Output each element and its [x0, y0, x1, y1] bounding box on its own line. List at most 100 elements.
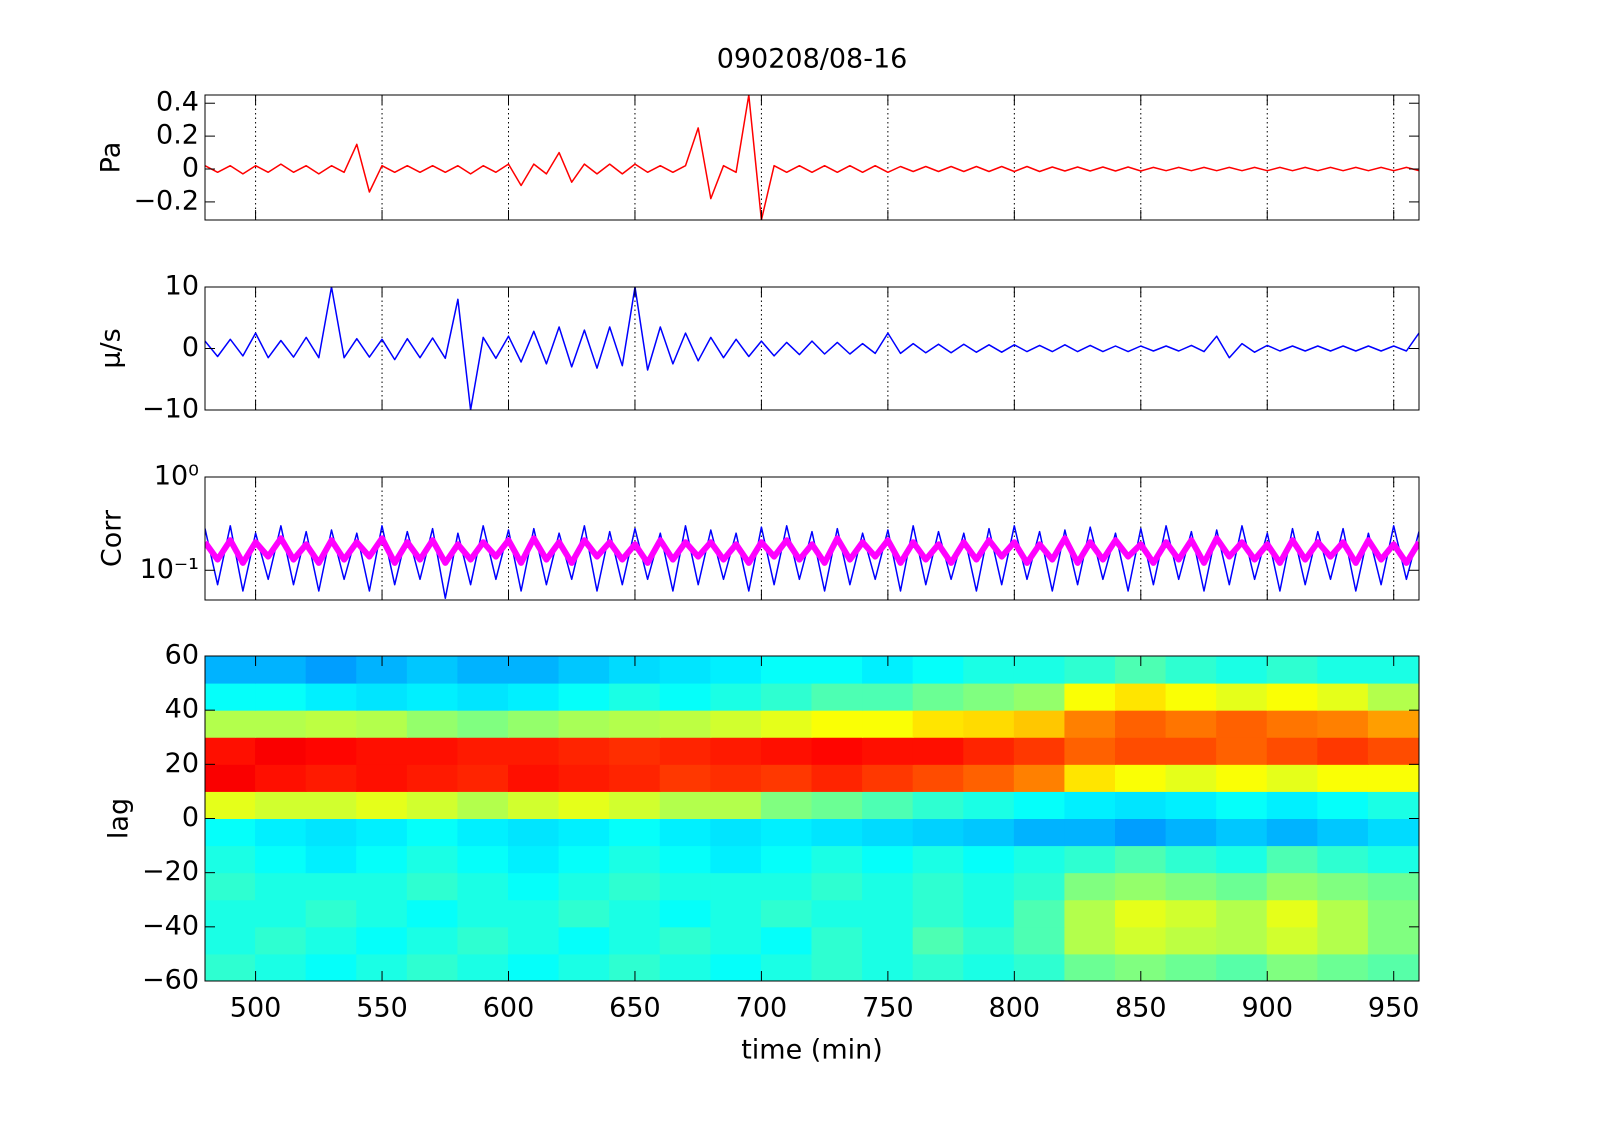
- heat-cell: [1216, 682, 1268, 711]
- heat-cell: [1064, 682, 1116, 711]
- heat-cell: [609, 818, 661, 847]
- y-tick-label: 20: [165, 748, 199, 779]
- y-tick-label: 0.4: [156, 87, 199, 118]
- heat-cell: [305, 926, 358, 955]
- heat-cell: [760, 872, 813, 901]
- heat-cell: [305, 736, 358, 765]
- heat-cell: [609, 790, 661, 819]
- x-tick-label: 950: [1368, 993, 1420, 1024]
- heat-cell: [862, 790, 914, 819]
- heat-cell: [255, 845, 307, 874]
- heat-cell: [255, 953, 307, 981]
- heat-cell: [760, 763, 813, 792]
- heat-cell: [508, 926, 560, 955]
- heat-cell: [1216, 926, 1268, 955]
- heat-cell: [457, 709, 509, 738]
- heat-cell: [1266, 926, 1319, 955]
- heat-cell: [1013, 926, 1066, 955]
- x-tick-label: 850: [1115, 993, 1167, 1024]
- heat-cell: [760, 656, 813, 684]
- y-axis-label: μ/s: [96, 328, 127, 368]
- y-tick-label: 0.2: [156, 120, 199, 151]
- plot-area: [205, 287, 1419, 410]
- heat-cell: [205, 790, 257, 819]
- heat-cell: [1064, 926, 1116, 955]
- heat-cell: [1165, 926, 1218, 955]
- heat-cell: [558, 926, 611, 955]
- heat-cell: [457, 656, 509, 684]
- heat-cell: [609, 845, 661, 874]
- heat-cell: [406, 709, 459, 738]
- heat-cell: [406, 656, 459, 684]
- heat-cell: [760, 682, 813, 711]
- y-tick-label: −40: [142, 910, 199, 941]
- heat-cell: [760, 899, 813, 928]
- heat-cell: [963, 709, 1015, 738]
- heat-cell: [1367, 709, 1419, 738]
- y-tick-label: 10⁰: [154, 461, 199, 492]
- x-tick-label: 650: [609, 993, 661, 1024]
- x-tick-label: 800: [989, 993, 1041, 1024]
- heat-cell: [1266, 899, 1319, 928]
- heat-cell: [457, 763, 509, 792]
- heat-cell: [862, 763, 914, 792]
- heat-cell: [1013, 790, 1066, 819]
- heat-cell: [811, 818, 864, 847]
- heat-cell: [1064, 656, 1116, 684]
- heat-cell: [1266, 790, 1319, 819]
- heat-cell: [963, 845, 1015, 874]
- heat-cell: [1165, 818, 1218, 847]
- panel: −0.200.20.4 Pa: [96, 87, 1420, 221]
- heat-cell: [1115, 899, 1167, 928]
- heat-cell: [1115, 790, 1167, 819]
- heat-cell: [1165, 709, 1218, 738]
- heat-cell: [457, 872, 509, 901]
- heat-cell: [760, 736, 813, 765]
- heat-cell: [457, 790, 509, 819]
- heat-cell: [963, 872, 1015, 901]
- heat-cell: [1317, 736, 1369, 765]
- heat-cell: [710, 872, 762, 901]
- heat-cell: [1266, 845, 1319, 874]
- heat-cell: [1367, 736, 1419, 765]
- heat-cell: [1064, 763, 1116, 792]
- panel: 10⁻¹ 10⁰ Corr: [97, 461, 1420, 601]
- heat-cell: [356, 763, 408, 792]
- heat-cell: [1064, 790, 1116, 819]
- heat-cell: [659, 953, 712, 981]
- heat-cell: [710, 818, 762, 847]
- heat-cell: [963, 899, 1015, 928]
- heat-cell: [609, 926, 661, 955]
- heat-cell: [1367, 790, 1419, 819]
- heat-cell: [912, 763, 965, 792]
- heat-cell: [1317, 709, 1369, 738]
- heat-cell: [305, 899, 358, 928]
- heat-cell: [862, 926, 914, 955]
- heat-cell: [912, 953, 965, 981]
- heat-cell: [811, 899, 864, 928]
- heat-cell: [963, 790, 1015, 819]
- y-tick-label: 40: [165, 694, 199, 725]
- heat-cell: [811, 926, 864, 955]
- heat-cell: [862, 872, 914, 901]
- heat-cell: [912, 818, 965, 847]
- x-tick-label: 900: [1241, 993, 1293, 1024]
- heat-cell: [508, 818, 560, 847]
- heat-cell: [205, 872, 257, 901]
- heat-cell: [305, 763, 358, 792]
- heat-cell: [1367, 682, 1419, 711]
- heat-cell: [1367, 899, 1419, 928]
- x-tick-label: 750: [862, 993, 914, 1024]
- heat-cell: [1317, 953, 1369, 981]
- heat-cell: [760, 953, 813, 981]
- heat-cell: [356, 682, 408, 711]
- heat-cell: [356, 926, 408, 955]
- heat-cell: [558, 656, 611, 684]
- heat-cell: [1064, 899, 1116, 928]
- heat-cell: [659, 763, 712, 792]
- plot-area: [205, 477, 1419, 600]
- y-tick-label: −0.2: [133, 185, 199, 216]
- heat-cell: [862, 709, 914, 738]
- series-line: [205, 535, 1419, 566]
- y-tick-label: 10: [165, 271, 199, 302]
